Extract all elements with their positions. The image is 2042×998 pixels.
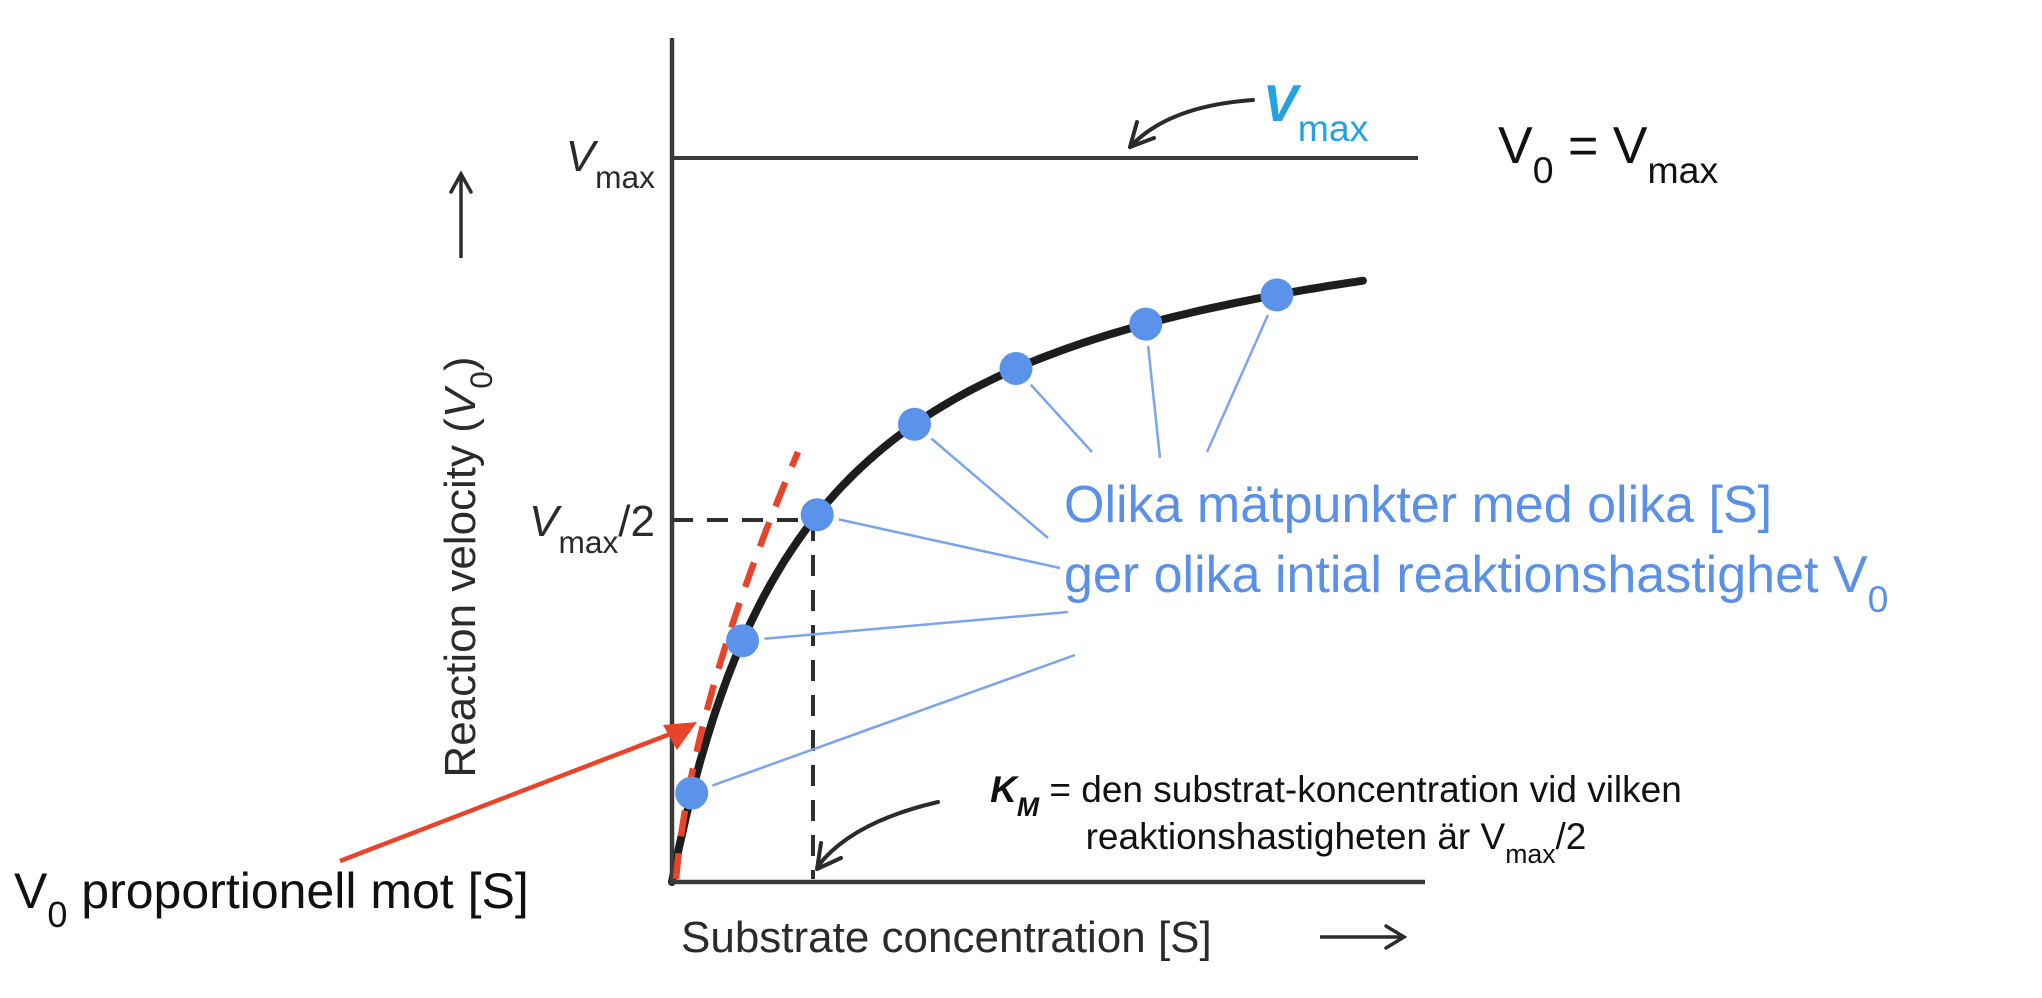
connector-line [838,518,1061,570]
connector-lines-layer [711,314,1270,787]
x-axis-arrow-head [1384,924,1408,950]
vmax-tick-label: Vmax [565,132,655,195]
tangent-dashed-line [672,450,801,880]
data-point [898,407,931,441]
x-axis-title: Substrate concentration [S] [681,913,1212,962]
y-axis-arrow-head [449,170,473,194]
km-definition-note: KM = den substrat-koncentration vid vilk… [950,766,1722,870]
km-definition-line2: reaktionshastigheten är Vmax/2 [1085,816,1587,870]
vmax-callout-arrow [1128,98,1255,149]
connector-line [1029,383,1093,453]
connector-line [930,437,1049,539]
data-point [999,352,1033,385]
y-axis-title: Reaction velocity (V0) [436,356,499,778]
vmax-half-tick-label: Vmax/2 [529,497,655,560]
measurement-points-note-line1: Olika mätpunkter med olika [S] [1064,476,1773,534]
km-note-arrow [816,800,940,868]
vmax-callout-arrow-head [1128,120,1156,149]
vmax-callout-label: Vmax [1263,75,1369,149]
connector-line [764,610,1069,640]
data-point [675,776,709,810]
data-point [1129,307,1163,341]
data-point [1260,278,1294,312]
measurement-points-note: Olika mätpunkter med olika [S] ger olika… [1064,470,1889,620]
km-note-arrow-head [815,841,843,871]
connector-line [711,653,1076,787]
red-arrow-head [663,722,697,750]
v0-equals-vmax-label: V0 = Vmax [1498,117,1719,191]
data-point [800,498,834,532]
data-point [726,624,759,658]
data-points-layer [675,278,1294,810]
connector-line [1205,314,1270,453]
km-guides-layer [672,518,815,879]
red-arrow-line [339,728,679,864]
measurement-points-note-line2: ger olika intial reaktionshastighet V0 [1064,546,1889,620]
km-definition-line1: KM = den substrat-koncentration vid vilk… [990,769,1682,823]
v0-proportional-note: V0 proportionell mot [S] [14,863,529,935]
connector-line [1146,345,1162,459]
